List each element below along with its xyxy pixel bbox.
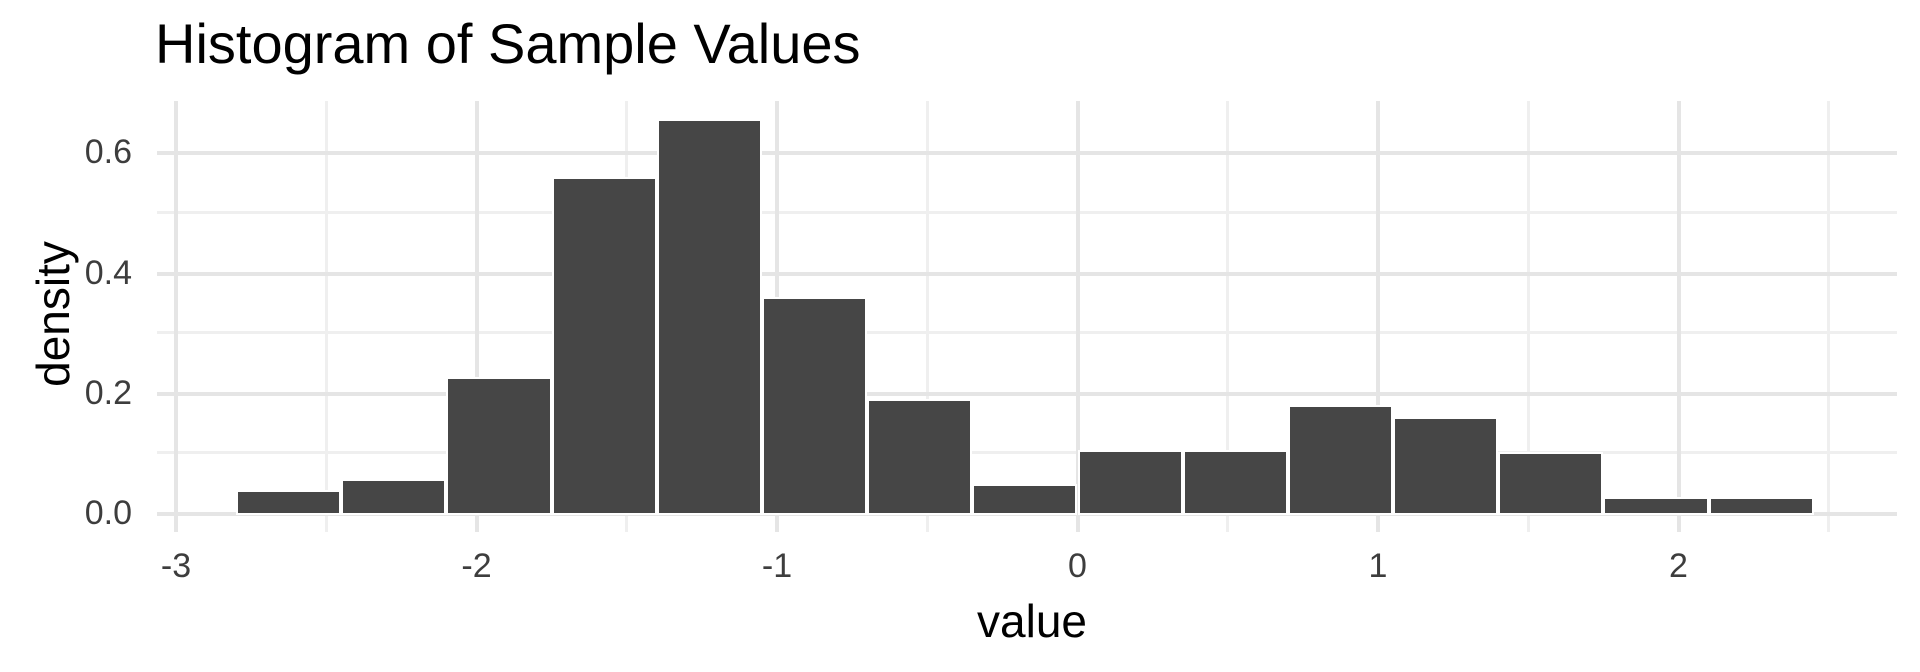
histogram-bar xyxy=(761,296,868,516)
x-tick-label: 0 xyxy=(1068,547,1087,585)
histogram-bar xyxy=(1603,496,1709,516)
gridline-x-minor xyxy=(1526,101,1530,532)
histogram-bar xyxy=(1182,449,1288,516)
gridline-x-major xyxy=(1376,101,1380,532)
x-tick-label: -2 xyxy=(461,547,492,585)
histogram-bar xyxy=(1708,497,1814,516)
gridline-y-minor xyxy=(157,211,1897,214)
gridline-y-major xyxy=(157,271,1897,276)
y-tick-label: 0.6 xyxy=(84,133,132,172)
histogram-bar xyxy=(1393,416,1499,516)
x-tick-label: 2 xyxy=(1669,547,1688,585)
x-tick-label: 1 xyxy=(1368,547,1388,585)
gridline-x-major xyxy=(1075,101,1080,532)
histogram-bar xyxy=(972,484,1078,516)
y-tick-label: 0.4 xyxy=(84,253,132,292)
x-tick-label: -3 xyxy=(160,547,192,585)
histogram-bar xyxy=(1287,405,1394,516)
plot-title: Histogram of Sample Values xyxy=(155,12,861,75)
histogram-bar xyxy=(1077,449,1183,516)
gridline-x-minor xyxy=(1827,101,1831,532)
histogram-bar xyxy=(341,478,447,516)
gridline-y-major xyxy=(157,391,1897,396)
gridline-y-minor xyxy=(157,331,1897,335)
plot-panel xyxy=(157,101,1897,532)
gridline-x-major xyxy=(1676,101,1681,532)
histogram-bar xyxy=(551,176,657,516)
histogram-bar xyxy=(236,490,342,516)
y-tick-label: 0.0 xyxy=(84,494,132,532)
gridline-x-minor xyxy=(324,101,328,532)
x-tick-label: -1 xyxy=(761,547,793,585)
gridline-y-minor xyxy=(157,451,1897,455)
x-axis-title: value xyxy=(977,595,1087,647)
gridline-x-major xyxy=(174,101,178,532)
gridline-x-major xyxy=(474,101,479,532)
gridline-y-major xyxy=(157,151,1897,156)
gridline-x-minor xyxy=(1226,101,1230,532)
histogram-bar xyxy=(867,398,973,516)
gridline-x-minor xyxy=(925,101,929,532)
y-axis-title: density xyxy=(27,241,79,387)
histogram-bar xyxy=(1498,451,1604,516)
y-tick-label: 0.2 xyxy=(84,373,132,412)
histogram-bar xyxy=(656,119,762,516)
histogram-bar xyxy=(446,377,552,516)
